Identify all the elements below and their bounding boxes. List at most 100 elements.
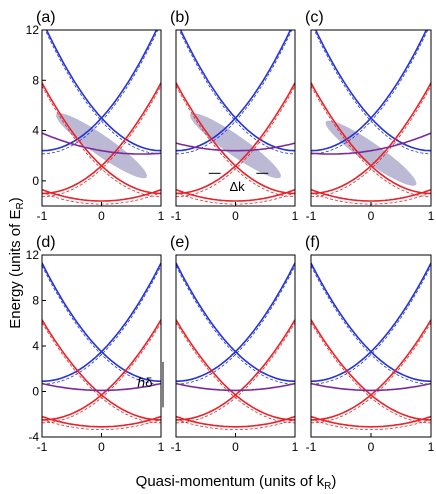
band-purple	[311, 382, 431, 392]
band-purple	[42, 132, 161, 155]
x-tick-label: 1	[428, 209, 435, 223]
panel-a: -1 0 1 0 4 8 12(a)	[26, 9, 165, 223]
x-axis-title-text: Quasi-momentum (units of k	[136, 473, 325, 490]
x-tick-label: -1	[37, 440, 48, 454]
band-red-bottom-dashed	[311, 419, 431, 430]
panel-c: -1 0 1 (c)	[305, 9, 435, 223]
panel-label: (a)	[36, 9, 56, 26]
y-tick-label: 12	[26, 23, 40, 37]
x-tick-label: 0	[98, 440, 105, 454]
panel-label: (e)	[170, 234, 190, 251]
band-purple	[311, 132, 431, 155]
band-red-bottom	[176, 415, 295, 428]
x-tick-label: 0	[232, 440, 239, 454]
y-tick-label: 0	[32, 385, 39, 399]
band-red-left	[176, 319, 295, 421]
y-axis-title-end: )	[7, 197, 24, 202]
y-tick-label: -4	[28, 430, 39, 444]
band-red-right-dashed	[42, 85, 161, 197]
band-blue-left-dashed	[178, 30, 295, 155]
x-axis-title: Quasi-momentum (units of kR)	[136, 473, 337, 492]
hbar-delta-label: ℏδ	[137, 375, 152, 390]
x-tick-label: 1	[158, 209, 165, 223]
y-tick-label: 0	[32, 174, 39, 188]
panel-f: -1 0 1 (f)	[305, 234, 435, 454]
plot-area	[42, 262, 161, 430]
band-blue-left	[314, 30, 431, 152]
band-blue-right	[176, 30, 292, 152]
band-purple	[176, 142, 295, 152]
x-tick-label: 0	[368, 209, 375, 223]
band-blue-right	[311, 262, 431, 383]
plot-area	[311, 30, 431, 205]
band-red-left	[311, 319, 431, 421]
panel-frame	[175, 254, 296, 438]
panel-frame	[41, 254, 162, 438]
panel-frame	[310, 254, 432, 438]
band-red-right	[311, 82, 431, 195]
plot-area	[176, 30, 295, 205]
band-blue-right	[42, 262, 161, 383]
x-axis-title-sub: R	[324, 481, 331, 492]
band-red-bottom	[311, 188, 431, 202]
band-purple	[42, 382, 161, 392]
band-blue-right-dashed	[42, 30, 159, 155]
band-blue-left-dashed	[311, 265, 431, 385]
y-tick-label: 8	[32, 73, 39, 87]
band-blue-left	[311, 262, 431, 383]
x-tick-label: 0	[368, 440, 375, 454]
x-tick-label: 0	[232, 209, 239, 223]
y-tick-label: 4	[32, 124, 39, 138]
x-tick-label: -1	[171, 209, 182, 223]
band-red-right	[311, 319, 431, 421]
y-tick-label: 8	[32, 294, 39, 308]
band-blue-right	[311, 30, 428, 152]
band-red-bottom	[42, 415, 161, 428]
band-blue-right-dashed	[311, 30, 429, 155]
band-red-right-dashed	[176, 322, 295, 424]
band-blue-left	[42, 262, 161, 383]
x-tick-label: 1	[158, 440, 165, 454]
wavepacket-shade	[56, 113, 147, 179]
band-blue-right-dashed	[176, 30, 293, 155]
x-tick-label: -1	[306, 209, 317, 223]
panel-d: -1 0 1 -4 0 4 8 12(d) ℏδ	[26, 234, 165, 454]
band-red-bottom-dashed	[176, 419, 295, 430]
panel-label: (f)	[305, 234, 320, 251]
band-red-bottom-dashed	[42, 419, 161, 430]
band-red-bottom	[311, 415, 431, 428]
panel-e: -1 0 1 (e)	[170, 234, 299, 454]
x-axis-title-end: )	[331, 473, 336, 490]
band-blue-left	[176, 262, 295, 383]
band-red-bottom	[42, 188, 161, 202]
band-blue-left-dashed	[313, 30, 431, 155]
band-blue-left	[45, 30, 161, 152]
y-axis-title: Energy (units of ER)	[7, 197, 26, 328]
band-red-right	[176, 82, 295, 195]
panel-label: (c)	[305, 9, 324, 26]
x-tick-label: 0	[98, 209, 105, 223]
band-blue-right	[176, 262, 295, 383]
plot-area	[176, 262, 295, 430]
band-blue-right	[42, 30, 158, 152]
x-tick-label: 1	[292, 209, 299, 223]
x-tick-label: 1	[428, 440, 435, 454]
band-red-right	[42, 319, 161, 421]
band-red-right	[42, 82, 161, 195]
x-tick-label: -1	[37, 209, 48, 223]
band-red-right	[176, 319, 295, 421]
band-red-bottom	[176, 188, 295, 202]
band-red-left	[42, 319, 161, 421]
band-red-right-dashed	[311, 85, 431, 197]
band-red-left-dashed	[311, 322, 431, 424]
x-tick-label: -1	[171, 440, 182, 454]
band-blue-left-dashed	[44, 30, 161, 155]
plot-area	[42, 30, 161, 205]
band-red-left-dashed	[176, 322, 295, 424]
band-blue-right-dashed	[42, 265, 161, 385]
wavepacket-shade	[190, 113, 281, 179]
y-tick-label: 4	[32, 339, 39, 353]
x-tick-label: -1	[306, 440, 317, 454]
